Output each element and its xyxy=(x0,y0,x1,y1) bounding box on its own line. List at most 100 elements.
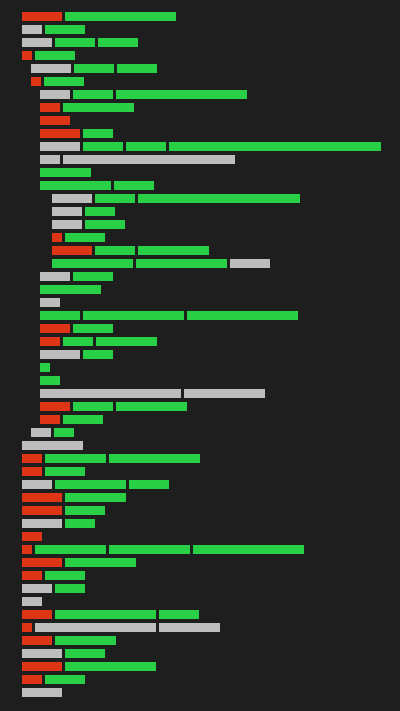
bar-segment-red xyxy=(52,246,92,255)
bar-segment-gray xyxy=(40,350,80,359)
bar-segment-green xyxy=(65,558,136,567)
bar-segment-green xyxy=(114,181,154,190)
bar-segment-red xyxy=(22,454,42,463)
bar-segment-green xyxy=(45,25,85,34)
bar-segment-gray xyxy=(22,584,52,593)
bar-segment-green xyxy=(65,493,126,502)
bar-segment-green xyxy=(45,571,85,580)
bar-segment-green xyxy=(109,454,200,463)
bar-segment-gray xyxy=(40,142,80,151)
bar-segment-red xyxy=(22,12,62,21)
bar-segment-green xyxy=(45,675,85,684)
bar-segment-red xyxy=(22,571,42,580)
bar-segment-red xyxy=(22,636,52,645)
bar-segment-red xyxy=(40,129,80,138)
bar-segment-green xyxy=(138,246,209,255)
bar-segment-gray xyxy=(22,597,42,606)
bar-segment-red xyxy=(40,415,60,424)
bar-segment-green xyxy=(85,207,115,216)
bar-segment-green xyxy=(85,220,125,229)
bar-segment-gray xyxy=(35,623,156,632)
bar-segment-green xyxy=(83,142,123,151)
bar-segment-green xyxy=(35,51,75,60)
bar-segment-green xyxy=(55,38,95,47)
bar-segment-green xyxy=(159,610,199,619)
bar-segment-green xyxy=(40,285,101,294)
bar-segment-green xyxy=(117,64,157,73)
bar-segment-green xyxy=(45,467,85,476)
bar-segment-gray xyxy=(184,389,265,398)
bar-segment-red xyxy=(40,116,70,125)
bar-segment-green xyxy=(73,90,113,99)
bar-segment-gray xyxy=(22,688,62,697)
bar-segment-green xyxy=(169,142,381,151)
bar-segment-green xyxy=(65,233,105,242)
bar-segment-green xyxy=(40,168,91,177)
bar-segment-green xyxy=(65,506,105,515)
bar-segment-green xyxy=(83,311,184,320)
bar-segment-gray xyxy=(230,259,270,268)
bar-segment-green xyxy=(126,142,166,151)
bar-segment-red xyxy=(40,337,60,346)
bar-segment-green xyxy=(63,337,93,346)
bar-segment-gray xyxy=(22,25,42,34)
bar-segment-green xyxy=(73,402,113,411)
bar-segment-green xyxy=(35,545,106,554)
bar-segment-green xyxy=(109,545,190,554)
bar-segment-green xyxy=(138,194,300,203)
bar-segment-red xyxy=(31,77,41,86)
bar-segment-green xyxy=(95,246,135,255)
bar-segment-green xyxy=(116,90,247,99)
bar-segment-red xyxy=(40,103,60,112)
bar-segment-green xyxy=(65,662,156,671)
bar-segment-green xyxy=(73,324,113,333)
bar-segment-red xyxy=(22,558,62,567)
bar-segment-green xyxy=(63,415,103,424)
bar-segment-green xyxy=(65,649,105,658)
bar-segment-red xyxy=(22,51,32,60)
bar-segment-gray xyxy=(52,220,82,229)
bar-segment-red xyxy=(22,532,42,541)
bar-segment-red xyxy=(22,506,62,515)
bar-segment-green xyxy=(52,259,133,268)
bar-segment-gray xyxy=(31,64,71,73)
bar-segment-green xyxy=(40,363,50,372)
bar-segment-gray xyxy=(22,519,62,528)
bar-segment-gray xyxy=(40,298,60,307)
bar-segment-green xyxy=(65,519,95,528)
bar-segment-gray xyxy=(40,90,70,99)
bar-segment-red xyxy=(22,675,42,684)
bar-segment-green xyxy=(83,350,113,359)
bar-segment-green xyxy=(74,64,114,73)
bar-segment-gray xyxy=(22,480,52,489)
bar-segment-green xyxy=(40,311,80,320)
bar-segment-green xyxy=(40,376,60,385)
bar-segment-red xyxy=(40,324,70,333)
bar-segment-green xyxy=(136,259,227,268)
bar-segment-green xyxy=(116,402,187,411)
bar-segment-green xyxy=(54,428,74,437)
bar-segment-green xyxy=(96,337,157,346)
bar-segment-green xyxy=(193,545,304,554)
bar-segment-gray xyxy=(40,272,70,281)
bar-segment-red xyxy=(22,623,32,632)
bar-segment-green xyxy=(98,38,138,47)
bar-segment-gray xyxy=(63,155,235,164)
bar-segment-green xyxy=(55,584,85,593)
bar-segment-gray xyxy=(22,441,83,450)
bar-segment-green xyxy=(129,480,169,489)
bar-segment-gray xyxy=(22,38,52,47)
bar-segment-green xyxy=(55,610,156,619)
bar-segment-red xyxy=(52,233,62,242)
bar-segment-gray xyxy=(159,623,220,632)
bar-segment-green xyxy=(95,194,135,203)
bar-segment-green xyxy=(65,12,176,21)
bar-segment-green xyxy=(44,77,84,86)
bar-segment-red xyxy=(22,610,52,619)
bar-segment-gray xyxy=(22,649,62,658)
bar-segment-red xyxy=(22,545,32,554)
bar-segment-gray xyxy=(31,428,51,437)
bar-segment-green xyxy=(187,311,298,320)
bar-segment-green xyxy=(45,454,106,463)
